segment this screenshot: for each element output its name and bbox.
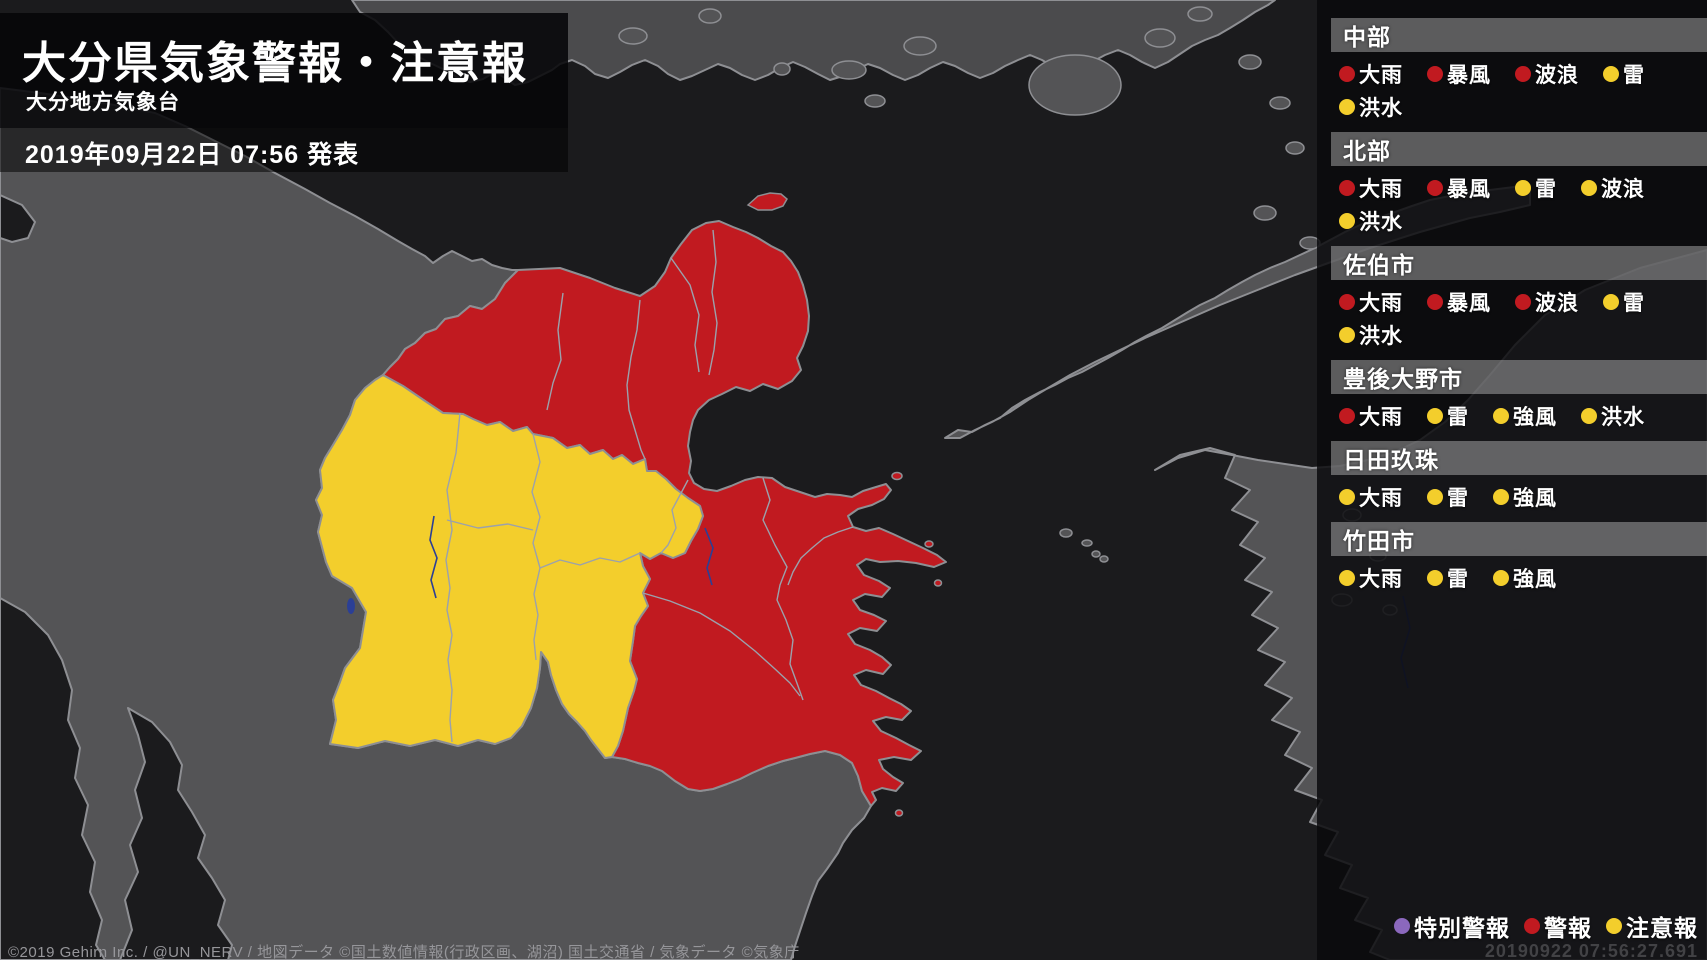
warning-dot [1427, 569, 1443, 586]
warning-dot [1493, 407, 1509, 424]
warning-item: 波浪 [1515, 57, 1579, 90]
warning-dot [1493, 569, 1509, 586]
section-header: 竹田市 [1331, 522, 1707, 556]
warning-dot [1339, 179, 1355, 196]
title-box: 大分県気象警報・注意報 大分地方気象台 [0, 13, 568, 128]
section-header: 豊後大野市 [1331, 360, 1707, 394]
warning-item: 大雨 [1339, 399, 1403, 432]
warning-list-panel: 中部 大雨 暴風 波浪 雷 洪水 北部 大雨 暴風 雷 波浪 洪水 [1317, 0, 1707, 960]
warning-item: 雷 [1427, 480, 1469, 513]
issued-box: 2019年09月22日 07:56 発表 [0, 128, 568, 172]
municipal-borders [445, 229, 854, 743]
legend-item: 注意報 [1606, 912, 1698, 941]
warning-dot [1603, 65, 1619, 82]
region-name: 日田玖珠 [1343, 447, 1439, 473]
warning-items: 大雨 暴風 雷 波浪 洪水 [1339, 171, 1691, 237]
warning-dot [1339, 293, 1355, 310]
warning-item: 大雨 [1339, 285, 1403, 318]
warning-item: 波浪 [1515, 285, 1579, 318]
warning-dot [1603, 293, 1619, 310]
warning-item: 雷 [1603, 57, 1645, 90]
section-header: 佐伯市 [1331, 246, 1707, 280]
legend-dot-advisory [1606, 918, 1622, 934]
warning-item: 波浪 [1581, 171, 1645, 204]
issued-datetime: 2019年09月22日 07:56 発表 [25, 141, 360, 169]
warning-islands [746, 192, 943, 817]
legend-item: 警報 [1524, 912, 1592, 941]
warning-dot [1493, 488, 1509, 505]
warning-dot [1427, 407, 1443, 424]
warning-dot [1339, 212, 1355, 229]
warning-item: 暴風 [1427, 285, 1491, 318]
warning-item: 暴風 [1427, 171, 1491, 204]
legend: 特別警報 警報 注意報 [1394, 912, 1698, 941]
warning-dot [1427, 65, 1443, 82]
warning-item: 大雨 [1339, 171, 1403, 204]
region-name: 豊後大野市 [1343, 366, 1463, 392]
section-header: 日田玖珠 [1331, 441, 1707, 475]
warning-items: 大雨 雷 強風 [1339, 561, 1691, 594]
render-timestamp: 20190922 07:56:27.691 [1484, 941, 1698, 960]
legend-dot-emergency [1394, 918, 1410, 934]
section-chubu: 中部 大雨 暴風 波浪 雷 洪水 [1317, 18, 1707, 123]
page-title: 大分県気象警報・注意報 [22, 39, 528, 88]
warning-dot [1427, 488, 1443, 505]
warning-dot [1515, 293, 1531, 310]
islands [618, 6, 1398, 616]
warning-item: 雷 [1603, 285, 1645, 318]
copyright-line: ©2019 Gehirn Inc. / @UN_NERV / 地図データ ©国土… [8, 944, 800, 960]
warning-dot [1581, 179, 1597, 196]
warning-dot [1427, 293, 1443, 310]
warning-items: 大雨 雷 強風 洪水 [1339, 399, 1691, 432]
warning-item: 強風 [1493, 561, 1557, 594]
warning-dot [1339, 326, 1355, 343]
warning-item: 大雨 [1339, 480, 1403, 513]
inlet-left-edge [0, 194, 36, 243]
warning-dot [1515, 65, 1531, 82]
warning-item: 雷 [1427, 399, 1469, 432]
warning-dot [1581, 407, 1597, 424]
region-name: 中部 [1343, 24, 1391, 50]
region-name: 佐伯市 [1343, 252, 1415, 278]
warning-item: 洪水 [1581, 399, 1645, 432]
warning-item: 暴風 [1427, 57, 1491, 90]
warning-item: 強風 [1493, 480, 1557, 513]
section-taketa: 竹田市 大雨 雷 強風 [1317, 522, 1707, 594]
bay-west [0, 597, 106, 960]
warning-item: 洪水 [1339, 90, 1403, 123]
warning-item: 強風 [1493, 399, 1557, 432]
legend-dot-warning [1524, 918, 1540, 934]
region-name: 北部 [1343, 138, 1391, 164]
warning-dot [1339, 569, 1355, 586]
section-header: 北部 [1331, 132, 1707, 166]
region-oita-advisory [315, 374, 704, 759]
lake [347, 598, 355, 614]
warning-items: 大雨 暴風 波浪 雷 洪水 [1339, 285, 1691, 351]
warning-item: 雷 [1515, 171, 1557, 204]
warning-item: 大雨 [1339, 561, 1403, 594]
section-bungoono: 豊後大野市 大雨 雷 強風 洪水 [1317, 360, 1707, 432]
warning-dot [1515, 179, 1531, 196]
warning-dot [1427, 179, 1443, 196]
warning-item: 洪水 [1339, 204, 1403, 237]
warning-item: 大雨 [1339, 57, 1403, 90]
section-hitakusu: 日田玖珠 大雨 雷 強風 [1317, 441, 1707, 513]
warning-dot [1339, 65, 1355, 82]
page-subtitle: 大分地方気象台 [26, 91, 180, 114]
section-saiki: 佐伯市 大雨 暴風 波浪 雷 洪水 [1317, 246, 1707, 351]
bay-southwest [119, 707, 233, 960]
section-hokubu: 北部 大雨 暴風 雷 波浪 洪水 [1317, 132, 1707, 237]
warning-dot [1339, 407, 1355, 424]
warning-items: 大雨 暴風 波浪 雷 洪水 [1339, 57, 1691, 123]
legend-item: 特別警報 [1394, 912, 1510, 941]
section-header: 中部 [1331, 18, 1707, 52]
region-name: 竹田市 [1343, 528, 1415, 554]
warning-dot [1339, 98, 1355, 115]
warning-dot [1339, 488, 1355, 505]
warning-item: 雷 [1427, 561, 1469, 594]
warning-item: 洪水 [1339, 318, 1403, 351]
warning-items: 大雨 雷 強風 [1339, 480, 1691, 513]
